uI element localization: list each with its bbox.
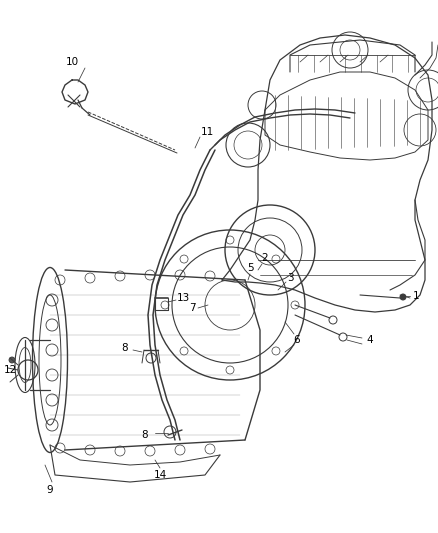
Text: 8: 8 xyxy=(122,343,128,353)
Circle shape xyxy=(9,357,15,363)
Text: 6: 6 xyxy=(294,335,300,345)
Text: 14: 14 xyxy=(153,470,166,480)
Text: 8: 8 xyxy=(141,430,148,440)
Text: 4: 4 xyxy=(367,335,373,345)
Text: 7: 7 xyxy=(189,303,195,313)
Text: 11: 11 xyxy=(200,127,214,137)
Text: 5: 5 xyxy=(247,263,253,273)
Text: 3: 3 xyxy=(287,273,293,283)
Text: 1: 1 xyxy=(413,291,419,301)
Text: 2: 2 xyxy=(261,253,268,263)
Text: 9: 9 xyxy=(47,485,53,495)
Text: 13: 13 xyxy=(177,293,190,303)
Text: 10: 10 xyxy=(65,57,78,67)
Circle shape xyxy=(400,294,406,300)
Text: 12: 12 xyxy=(4,365,17,375)
